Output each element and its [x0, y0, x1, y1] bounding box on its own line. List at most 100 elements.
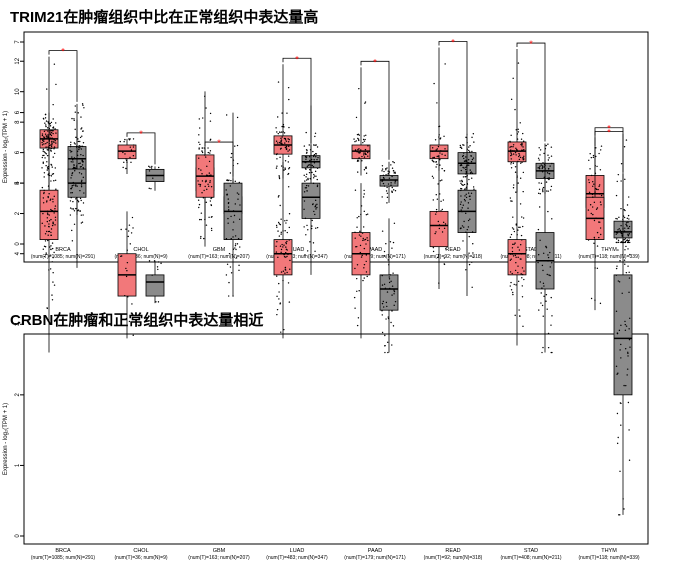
- data-point: [628, 429, 630, 431]
- data-point: [44, 233, 47, 235]
- tumor-box-gbm: [195, 91, 215, 247]
- chart-title-crbn: CRBN在肿瘤和正常组织中表达量相近: [10, 312, 264, 329]
- data-point: [210, 197, 213, 199]
- data-point: [82, 161, 84, 163]
- data-point: [440, 200, 442, 202]
- x-tick-label: READ: [445, 247, 460, 253]
- data-point: [362, 237, 364, 240]
- data-point: [466, 228, 468, 231]
- data-point: [285, 242, 288, 245]
- data-point: [519, 122, 521, 124]
- data-point: [315, 153, 318, 155]
- data-point: [386, 305, 388, 308]
- data-point: [513, 184, 515, 186]
- data-point: [275, 127, 277, 129]
- data-point: [541, 264, 544, 267]
- data-point: [359, 251, 362, 254]
- data-point: [78, 172, 81, 174]
- data-point: [49, 174, 51, 177]
- data-point: [460, 189, 462, 192]
- data-point: [51, 173, 54, 175]
- data-point: [316, 184, 319, 186]
- category-paad: PAAD(num(T)=179; num(N)=171): [344, 183, 406, 561]
- data-point: [590, 156, 593, 159]
- data-point: [517, 182, 519, 184]
- data-point: [50, 175, 53, 177]
- data-point: [275, 167, 278, 169]
- data-point: [542, 282, 545, 285]
- plot-frame: [23, 333, 649, 545]
- data-point: [592, 196, 594, 199]
- data-point: [53, 251, 55, 254]
- data-point: [463, 160, 466, 162]
- data-point: [615, 267, 618, 270]
- data-point: [469, 218, 471, 220]
- data-point: [596, 231, 599, 234]
- y-axis-label: Expression - log₂(TPM + 1): [3, 403, 9, 475]
- data-point: [72, 159, 74, 161]
- data-point: [462, 176, 465, 178]
- data-point: [314, 199, 317, 202]
- data-point: [386, 202, 388, 204]
- data-point: [53, 195, 55, 198]
- data-point: [382, 306, 385, 308]
- data-point: [625, 384, 627, 387]
- data-point: [44, 157, 46, 159]
- data-point: [365, 254, 368, 256]
- bracket-line: [594, 130, 624, 172]
- data-point: [280, 231, 282, 234]
- data-point: [49, 246, 51, 248]
- data-point: [589, 153, 591, 155]
- data-point: [317, 156, 319, 159]
- data-point: [468, 151, 471, 153]
- data-point: [627, 248, 629, 250]
- data-point: [286, 219, 288, 222]
- data-point: [303, 226, 305, 228]
- data-point: [280, 233, 282, 235]
- data-point: [313, 154, 315, 157]
- data-point: [148, 165, 150, 168]
- data-point: [355, 140, 357, 142]
- data-point: [469, 172, 472, 174]
- data-point: [385, 174, 387, 176]
- data-point: [54, 224, 56, 226]
- data-point: [383, 255, 386, 257]
- data-point: [286, 112, 288, 114]
- data-point: [547, 159, 550, 161]
- data-point: [620, 230, 623, 233]
- data-point: [51, 166, 53, 168]
- data-point: [521, 161, 523, 164]
- data-point: [515, 191, 517, 193]
- data-point: [309, 241, 311, 243]
- data-point: [364, 238, 367, 241]
- data-point: [392, 241, 395, 244]
- data-point: [618, 216, 620, 219]
- data-point: [236, 116, 239, 119]
- data-point: [361, 155, 363, 158]
- data-point: [303, 200, 306, 202]
- data-point: [276, 226, 278, 228]
- data-point: [53, 139, 55, 141]
- data-point: [46, 127, 49, 129]
- data-point: [513, 230, 516, 233]
- data-point: [230, 156, 232, 159]
- data-point: [353, 138, 355, 140]
- data-point: [588, 181, 590, 184]
- data-point: [125, 267, 127, 270]
- data-point: [362, 226, 365, 228]
- data-point: [547, 210, 549, 213]
- box: [507, 239, 527, 276]
- data-point: [51, 247, 54, 250]
- data-point: [51, 130, 53, 132]
- data-point: [200, 169, 202, 171]
- data-point: [511, 227, 514, 229]
- data-point: [50, 147, 52, 150]
- data-point: [381, 274, 383, 277]
- data-point: [43, 245, 46, 248]
- data-point: [81, 103, 84, 105]
- data-point: [624, 323, 627, 326]
- data-point: [465, 168, 467, 171]
- x-tick-sublabel: (num(T)=408; num(N)=211): [500, 254, 561, 260]
- data-point: [199, 143, 201, 146]
- data-point: [80, 148, 83, 150]
